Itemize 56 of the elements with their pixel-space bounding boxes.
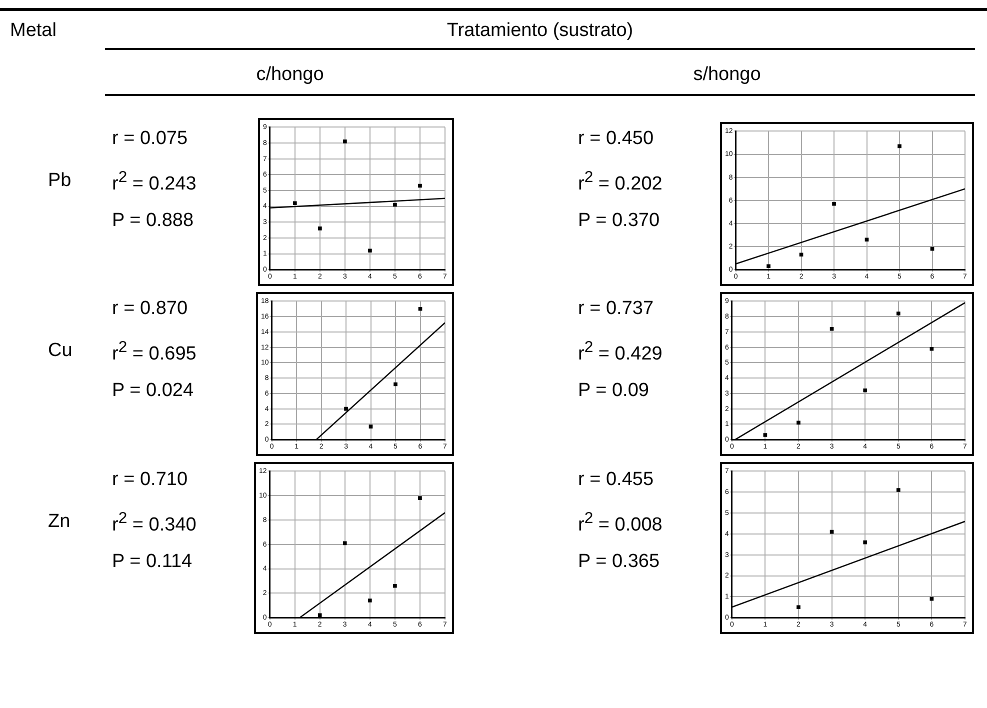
point	[342, 541, 347, 546]
text: r = 0.455	[578, 469, 654, 491]
point	[896, 312, 900, 316]
point	[394, 382, 398, 386]
text: r = 0.737	[578, 298, 654, 320]
point	[393, 584, 397, 588]
point	[318, 613, 322, 618]
text: Zn	[48, 511, 70, 533]
point	[832, 202, 836, 206]
text: r = 0.870	[112, 298, 188, 320]
text: P = 0.024	[112, 380, 194, 402]
text: P = 0.370	[578, 210, 660, 232]
point	[763, 433, 768, 437]
point	[368, 598, 372, 602]
text: P = 0.888	[112, 210, 194, 232]
text: r$^{2}$ = 0.340	[112, 510, 196, 536]
point	[766, 264, 770, 268]
point	[930, 246, 934, 251]
point	[930, 346, 934, 351]
point	[830, 326, 834, 331]
point	[344, 406, 348, 411]
point	[418, 306, 422, 311]
text: r$^{2}$ = 0.243	[112, 169, 196, 196]
text: Tratamiento (sustrato)	[446, 20, 634, 42]
text: Pb	[48, 170, 72, 192]
text: r$^{2}$ = 0.202	[578, 169, 662, 196]
point	[796, 605, 800, 610]
text: P = 0.114	[112, 551, 192, 573]
text: r$^{2}$ = 0.695	[112, 339, 196, 366]
text: P = 0.365	[578, 551, 660, 573]
text: r = 0.450	[578, 128, 654, 150]
text: r = 0.710	[112, 469, 188, 491]
chart-title: c/hongo	[256, 64, 324, 86]
point	[343, 140, 347, 144]
point	[368, 424, 373, 428]
text: r$^{2}$ = 0.008	[578, 510, 662, 536]
point	[292, 201, 297, 206]
point	[318, 226, 322, 230]
text: Cu	[48, 340, 72, 362]
chart-title: s/hongo	[693, 64, 761, 86]
text: Metal	[10, 20, 56, 42]
point	[418, 496, 422, 500]
point	[830, 530, 834, 534]
text: r$^{2}$ = 0.429	[578, 339, 662, 366]
point	[418, 184, 422, 188]
text: P = 0.09	[578, 380, 649, 402]
text: r = 0.075	[112, 128, 188, 150]
point	[863, 540, 868, 544]
point	[898, 144, 902, 148]
point	[896, 488, 900, 492]
point	[368, 248, 372, 253]
point	[799, 252, 804, 257]
point	[863, 388, 868, 392]
point	[393, 202, 397, 207]
point	[864, 238, 869, 242]
point	[796, 420, 800, 425]
